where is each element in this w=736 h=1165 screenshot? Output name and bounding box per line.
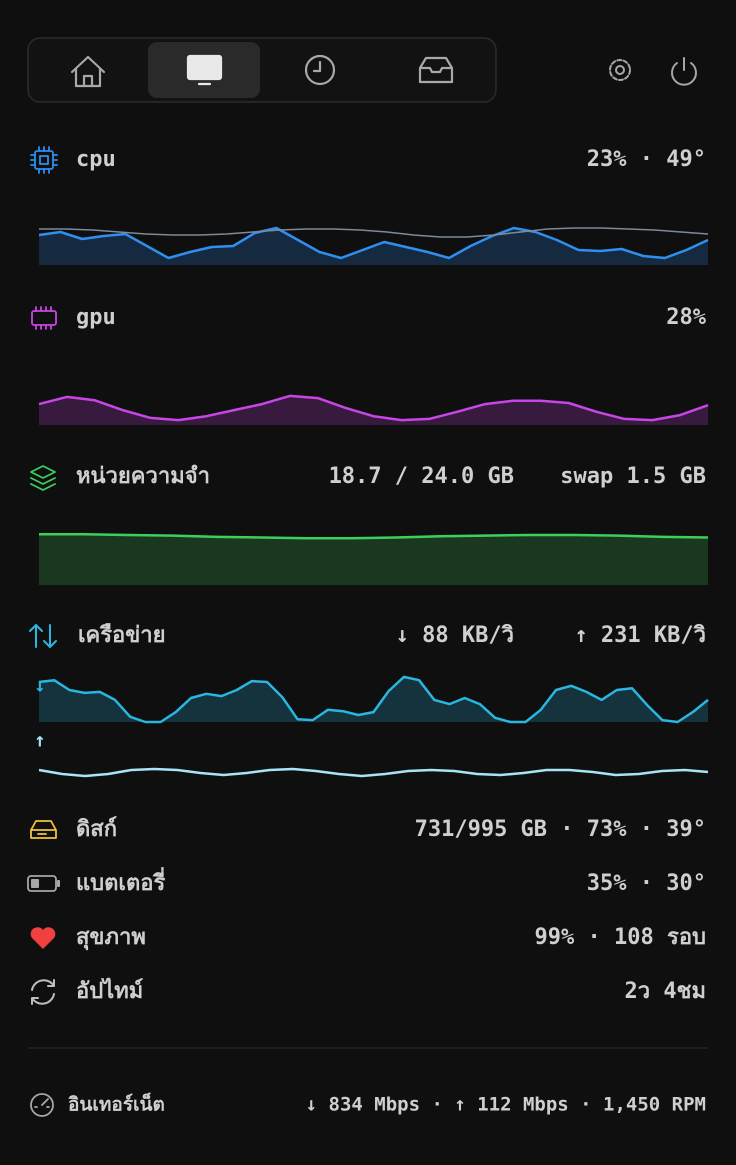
health-label: สุขภาพ xyxy=(76,925,146,951)
footer-stats: ↓ 834 Mbps · ↑ 112 Mbps · 1,450 RPM xyxy=(306,1094,706,1116)
memory-label: หน่วยความจำ xyxy=(76,464,210,489)
sparkline xyxy=(39,227,709,238)
uptime-icon xyxy=(31,979,55,1005)
disk-icon xyxy=(30,820,57,839)
settings-button[interactable] xyxy=(609,59,631,81)
network-up: ↑ 231 KB/วิ xyxy=(574,623,706,648)
battery-label: แบตเตอรี่ xyxy=(76,866,165,896)
sparkline xyxy=(38,226,709,260)
sparkline-area xyxy=(39,676,708,722)
monitor-tab[interactable] xyxy=(186,54,223,86)
cpu-icon xyxy=(30,146,58,174)
battery-icon xyxy=(27,875,60,892)
disk-stats: 731/995 GB · 73% · 39° xyxy=(415,817,706,842)
cpu-stats: 23% · 49° xyxy=(587,147,706,172)
footer-label: อินเทอร์เน็ต xyxy=(68,1092,165,1116)
memory-icon xyxy=(30,465,56,491)
network-label: เครือข่าย xyxy=(78,623,166,648)
home-tab[interactable] xyxy=(70,55,106,88)
sparkline xyxy=(39,533,709,540)
memory-used: 18.7 / 24.0 GB xyxy=(329,464,514,489)
sparkline-area xyxy=(39,395,708,425)
disk-label: ดิสก์ xyxy=(76,816,117,842)
history-tab[interactable] xyxy=(304,54,336,86)
network-down: ↓ 88 KB/วิ xyxy=(396,623,514,648)
sparkline xyxy=(38,767,709,778)
health-icon xyxy=(30,927,56,949)
uptime-stats: 2ว 4ชม xyxy=(624,979,706,1004)
tab-bar xyxy=(27,37,497,103)
battery-stats: 35% · 30° xyxy=(587,871,706,896)
sparkline xyxy=(38,394,709,422)
speed-icon xyxy=(30,1093,54,1117)
uptime-label: อัปไทม์ xyxy=(76,977,143,1004)
health-stats: 99% · 108 รอบ xyxy=(535,925,706,950)
power-button[interactable] xyxy=(671,57,697,86)
gpu-label: gpu xyxy=(76,305,116,330)
sparkline-area xyxy=(39,534,708,585)
down-marker: ↓ xyxy=(34,675,45,697)
sparkline xyxy=(38,675,709,724)
memory-swap: swap 1.5 GB xyxy=(560,464,706,489)
cpu-label: cpu xyxy=(76,147,116,172)
up-marker: ↑ xyxy=(34,730,45,752)
network-icon xyxy=(29,624,57,648)
inbox-tab[interactable] xyxy=(418,56,454,84)
gpu-stats: 28% xyxy=(666,305,706,330)
gpu-icon xyxy=(31,306,57,330)
